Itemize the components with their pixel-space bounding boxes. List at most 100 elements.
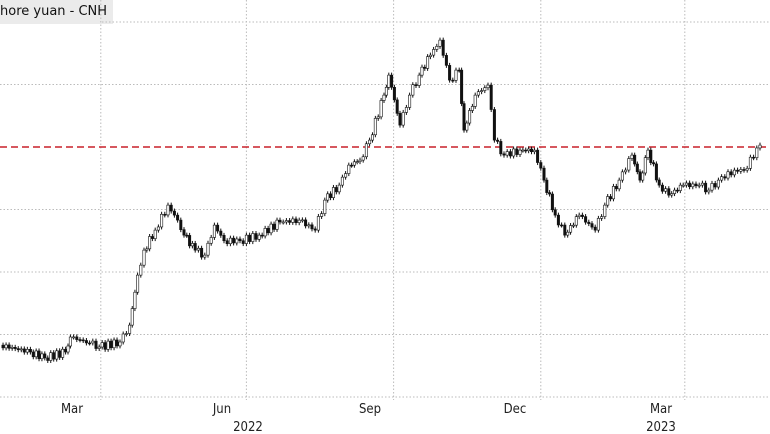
candle-body: [560, 224, 564, 227]
candle-body: [620, 171, 624, 181]
candle-body: [288, 220, 292, 223]
candle-body: [368, 139, 372, 145]
candle-body: [334, 187, 338, 193]
candle-body: [681, 184, 685, 187]
candle-body: [675, 189, 679, 192]
candle-body: [426, 56, 430, 69]
candle-body: [16, 348, 20, 351]
candle-body: [524, 149, 528, 152]
candle-body: [22, 348, 26, 353]
candle-body: [590, 223, 594, 228]
candle-body: [382, 94, 386, 101]
x-tick-label: Jun: [212, 402, 231, 417]
candle-body: [584, 216, 588, 223]
candle-body: [384, 87, 388, 96]
candle-body: [438, 39, 442, 47]
candle-body: [329, 193, 333, 198]
candle-body: [600, 216, 604, 219]
candle-body: [527, 148, 531, 152]
candle-body: [43, 353, 47, 359]
candle-body: [530, 148, 534, 153]
candle-body: [649, 149, 653, 163]
candle-body: [732, 169, 736, 176]
candle-body: [212, 224, 216, 238]
candle-body: [206, 242, 210, 256]
candle-body: [587, 221, 591, 224]
candle-body: [492, 109, 496, 141]
candle-body: [704, 182, 708, 193]
candle-body: [61, 348, 65, 358]
candle-body: [713, 183, 717, 188]
candle-body: [103, 342, 107, 350]
candle-body: [596, 218, 600, 231]
candle-body: [465, 122, 469, 131]
x-tick-label: Mar: [650, 402, 672, 417]
candle-body: [320, 213, 324, 217]
candle-body: [196, 247, 200, 251]
candle-body: [638, 171, 642, 181]
candle-body: [109, 340, 113, 349]
candle-body: [657, 179, 661, 186]
candle-body: [742, 169, 746, 171]
candle-body: [310, 224, 314, 230]
candle-body: [31, 351, 35, 358]
candle-body: [606, 196, 610, 206]
candle-body: [550, 193, 554, 211]
candle-body: [172, 210, 176, 216]
candle-body: [536, 149, 540, 163]
candle-body: [284, 220, 288, 223]
candle-body: [505, 151, 509, 156]
candle-body: [64, 348, 68, 353]
candle-body: [571, 224, 575, 227]
candle-body: [633, 154, 637, 165]
candle-body: [398, 113, 402, 126]
candle-body: [281, 221, 285, 224]
candle-body: [331, 187, 335, 198]
candle-body: [19, 348, 23, 351]
candle-body: [91, 340, 95, 344]
candle-body: [624, 169, 628, 173]
candle-body: [641, 172, 645, 181]
candle-body: [545, 179, 549, 193]
candle-body: [688, 182, 692, 188]
candle-body: [566, 231, 570, 236]
candle-body: [25, 349, 29, 353]
candle-body: [238, 238, 242, 242]
candle-body: [297, 219, 301, 223]
candle-body: [128, 324, 132, 334]
candle-body: [278, 219, 282, 223]
chart-title: hore yuan - CNH: [0, 0, 114, 24]
candle-body: [106, 340, 110, 350]
candle-body: [337, 184, 341, 193]
candle-body: [480, 90, 484, 92]
candle-body: [190, 243, 194, 247]
candle-body: [502, 153, 506, 156]
candle-body: [153, 229, 157, 239]
candle-body: [539, 162, 543, 169]
candle-body: [169, 204, 173, 212]
candle-body: [263, 228, 267, 237]
candle-body: [694, 183, 698, 187]
candle-body: [66, 345, 70, 353]
candle-body: [512, 148, 516, 157]
candle-body: [272, 223, 276, 230]
candle-body: [304, 219, 308, 227]
candle-body: [188, 235, 192, 247]
candle-body: [112, 339, 116, 349]
candle-body: [462, 103, 466, 131]
candle-body: [307, 224, 311, 227]
candle-body: [691, 183, 695, 188]
candle-body: [163, 213, 167, 216]
candle-body: [667, 188, 671, 196]
candle-body: [52, 352, 56, 360]
candle-body: [417, 74, 421, 86]
candle-body: [553, 209, 557, 216]
candle-body: [508, 151, 512, 157]
candle-body: [556, 214, 560, 226]
candle-body: [617, 179, 621, 190]
candle-body: [40, 353, 44, 360]
candle-body: [700, 182, 704, 186]
candle-body: [542, 167, 546, 181]
candle-body: [352, 161, 356, 166]
candle-body: [176, 214, 180, 221]
